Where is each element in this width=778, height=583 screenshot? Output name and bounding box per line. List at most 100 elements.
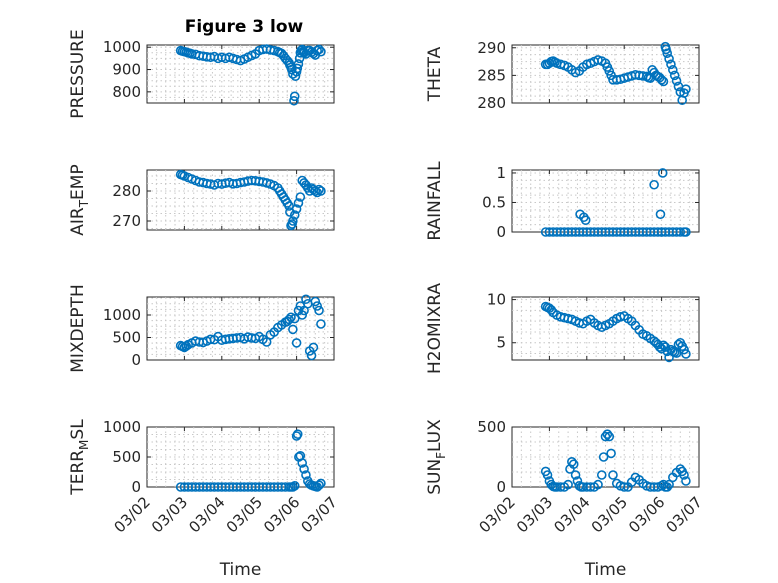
y-tick-label: 0 bbox=[131, 478, 141, 496]
y-tick-label: 800 bbox=[112, 83, 141, 101]
data-point bbox=[288, 324, 298, 335]
data-point bbox=[289, 210, 300, 220]
data-point bbox=[314, 480, 324, 491]
subplot-5: 0 500 1000 MIXDEPTH bbox=[68, 284, 335, 373]
data-point bbox=[299, 464, 309, 474]
y-axis-label: H2OMIXRA bbox=[425, 283, 445, 374]
y-tick-label: 285 bbox=[477, 66, 506, 84]
data-point bbox=[301, 294, 311, 305]
data-point bbox=[563, 479, 573, 490]
data-point bbox=[312, 301, 322, 311]
y-tick-label: 0 bbox=[496, 223, 506, 241]
x-tick-label: 03/06 bbox=[260, 493, 303, 536]
data-point bbox=[314, 184, 324, 195]
data-point bbox=[679, 344, 689, 355]
y-tick-label: 280 bbox=[112, 182, 141, 200]
y-tick-label: 290 bbox=[477, 39, 506, 57]
data-point bbox=[580, 215, 591, 225]
y-axis-label: TERRMSL bbox=[68, 419, 91, 496]
y-tick-label: 280 bbox=[477, 94, 506, 112]
data-point bbox=[292, 63, 303, 74]
data-point bbox=[602, 429, 613, 440]
x-tick-label: 03/04 bbox=[550, 493, 593, 536]
data-point bbox=[316, 186, 326, 196]
data-point bbox=[297, 458, 308, 468]
data-point bbox=[301, 470, 311, 480]
y-tick-label: 900 bbox=[112, 61, 141, 79]
data-point bbox=[314, 305, 324, 316]
y-tick-label: 0 bbox=[496, 478, 506, 496]
x-tick-label: 03/03 bbox=[513, 493, 556, 536]
data-point bbox=[570, 470, 581, 480]
subplot-1: 800 900 1000 PRESSURE bbox=[68, 29, 335, 119]
y-tick-label: 500 bbox=[112, 448, 141, 466]
x-tick-label: 03/05 bbox=[588, 493, 631, 536]
data-point bbox=[316, 478, 326, 489]
data-point bbox=[542, 470, 553, 480]
data-point bbox=[288, 216, 298, 226]
data-point bbox=[649, 179, 659, 190]
data-point bbox=[662, 48, 673, 59]
data-point bbox=[291, 204, 302, 214]
x-tick-label: 03/04 bbox=[185, 493, 228, 536]
data-point bbox=[600, 431, 611, 442]
y-axis-label: AIRTEMP bbox=[68, 164, 91, 235]
data-point bbox=[657, 168, 668, 178]
data-point bbox=[308, 342, 319, 353]
data-point bbox=[289, 91, 300, 102]
data-point bbox=[316, 46, 326, 57]
data-point bbox=[681, 349, 691, 359]
data-point bbox=[289, 313, 300, 324]
y-axis-label: RAINFALL bbox=[425, 161, 445, 241]
data-point bbox=[314, 44, 324, 55]
y-tick-label: 10 bbox=[487, 291, 506, 309]
y-axis-label: SUNFLUX bbox=[425, 419, 448, 495]
data-point bbox=[295, 192, 306, 202]
data-point bbox=[568, 459, 579, 470]
data-point bbox=[292, 429, 303, 440]
data-point bbox=[604, 66, 615, 76]
data-point bbox=[546, 305, 557, 315]
data-point bbox=[666, 59, 676, 70]
data-point bbox=[291, 338, 302, 348]
data-point bbox=[289, 95, 299, 106]
data-point bbox=[679, 470, 689, 480]
data-point bbox=[681, 227, 691, 237]
data-point bbox=[310, 296, 321, 307]
data-point bbox=[619, 482, 630, 492]
data-point bbox=[675, 227, 686, 237]
data-point bbox=[681, 84, 691, 94]
data-point bbox=[606, 448, 616, 459]
y-tick-label: 1000 bbox=[103, 306, 141, 324]
data-point bbox=[289, 480, 300, 491]
data-point bbox=[664, 479, 674, 490]
data-point bbox=[662, 482, 673, 492]
y-tick-label: 5 bbox=[496, 334, 506, 352]
y-axis-label: MIXDEPTH bbox=[68, 284, 88, 373]
data-point bbox=[598, 452, 609, 462]
data-point bbox=[658, 76, 669, 87]
y-axis-label: PRESSURE bbox=[68, 29, 88, 118]
data-point bbox=[316, 319, 326, 329]
subplot-2: 280 285 290 THETA bbox=[425, 39, 700, 112]
data-point bbox=[596, 470, 607, 480]
x-axis-label: Time bbox=[219, 560, 262, 580]
y-tick-label: 1000 bbox=[103, 418, 141, 436]
x-axis-label: Time bbox=[584, 560, 627, 580]
y-tick-label: 1000 bbox=[103, 38, 141, 56]
x-tick-label: 03/03 bbox=[148, 493, 191, 536]
data-point bbox=[655, 209, 666, 220]
subplot-8: 0 500 SUNFLUX 03/0203/0303/0403/0503/0603/0… bbox=[425, 418, 706, 580]
data-point bbox=[297, 310, 308, 320]
y-axis-label: THETA bbox=[425, 46, 445, 102]
y-tick-label: 0.5 bbox=[482, 193, 506, 211]
data-point bbox=[671, 348, 682, 358]
plot-area bbox=[511, 169, 700, 233]
data-point bbox=[668, 65, 678, 75]
data-point bbox=[671, 76, 682, 86]
data-point bbox=[261, 337, 272, 347]
x-tick-label: 03/05 bbox=[223, 493, 266, 536]
x-tick-label: 03/02 bbox=[111, 493, 154, 536]
